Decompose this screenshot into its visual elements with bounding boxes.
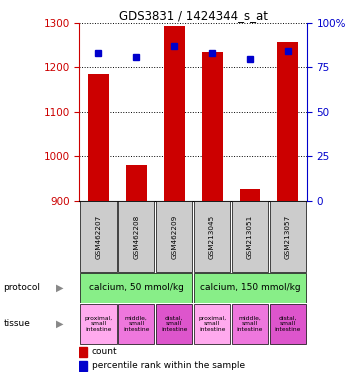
Bar xyxy=(164,26,184,200)
Bar xyxy=(270,304,306,344)
Text: GSM213057: GSM213057 xyxy=(285,214,291,259)
Bar xyxy=(118,201,155,272)
Bar xyxy=(156,201,192,272)
Text: ▶: ▶ xyxy=(56,283,63,293)
Bar xyxy=(194,201,230,272)
Text: ▶: ▶ xyxy=(56,319,63,329)
Bar xyxy=(202,52,222,200)
Bar xyxy=(80,304,117,344)
Text: GSM462207: GSM462207 xyxy=(95,214,101,259)
Bar xyxy=(232,201,268,272)
Bar xyxy=(240,189,260,200)
Bar xyxy=(79,347,87,357)
Text: count: count xyxy=(92,348,118,356)
Bar xyxy=(80,201,117,272)
Bar xyxy=(80,273,192,303)
Text: GSM462208: GSM462208 xyxy=(133,214,139,259)
Text: tissue: tissue xyxy=(4,319,30,328)
Bar xyxy=(270,201,306,272)
Bar xyxy=(232,304,268,344)
Text: proximal,
small
intestine: proximal, small intestine xyxy=(84,316,112,332)
Text: GSM213045: GSM213045 xyxy=(209,214,215,259)
Text: percentile rank within the sample: percentile rank within the sample xyxy=(92,361,245,370)
Text: GSM213051: GSM213051 xyxy=(247,214,253,259)
Text: middle,
small
intestine: middle, small intestine xyxy=(123,316,149,332)
Text: distal,
small
intestine: distal, small intestine xyxy=(161,316,187,332)
Bar xyxy=(88,74,109,200)
Bar xyxy=(194,273,306,303)
Bar xyxy=(278,42,298,200)
Bar xyxy=(126,165,147,200)
Text: protocol: protocol xyxy=(4,283,40,292)
Title: GDS3831 / 1424344_s_at: GDS3831 / 1424344_s_at xyxy=(119,9,268,22)
Text: proximal,
small
intestine: proximal, small intestine xyxy=(198,316,226,332)
Bar xyxy=(194,304,230,344)
Text: middle,
small
intestine: middle, small intestine xyxy=(237,316,263,332)
Text: GSM462209: GSM462209 xyxy=(171,214,177,259)
Text: calcium, 150 mmol/kg: calcium, 150 mmol/kg xyxy=(200,283,300,292)
Bar xyxy=(79,361,87,371)
Bar xyxy=(118,304,155,344)
Text: distal,
small
intestine: distal, small intestine xyxy=(275,316,301,332)
Bar xyxy=(156,304,192,344)
Text: calcium, 50 mmol/kg: calcium, 50 mmol/kg xyxy=(89,283,184,292)
